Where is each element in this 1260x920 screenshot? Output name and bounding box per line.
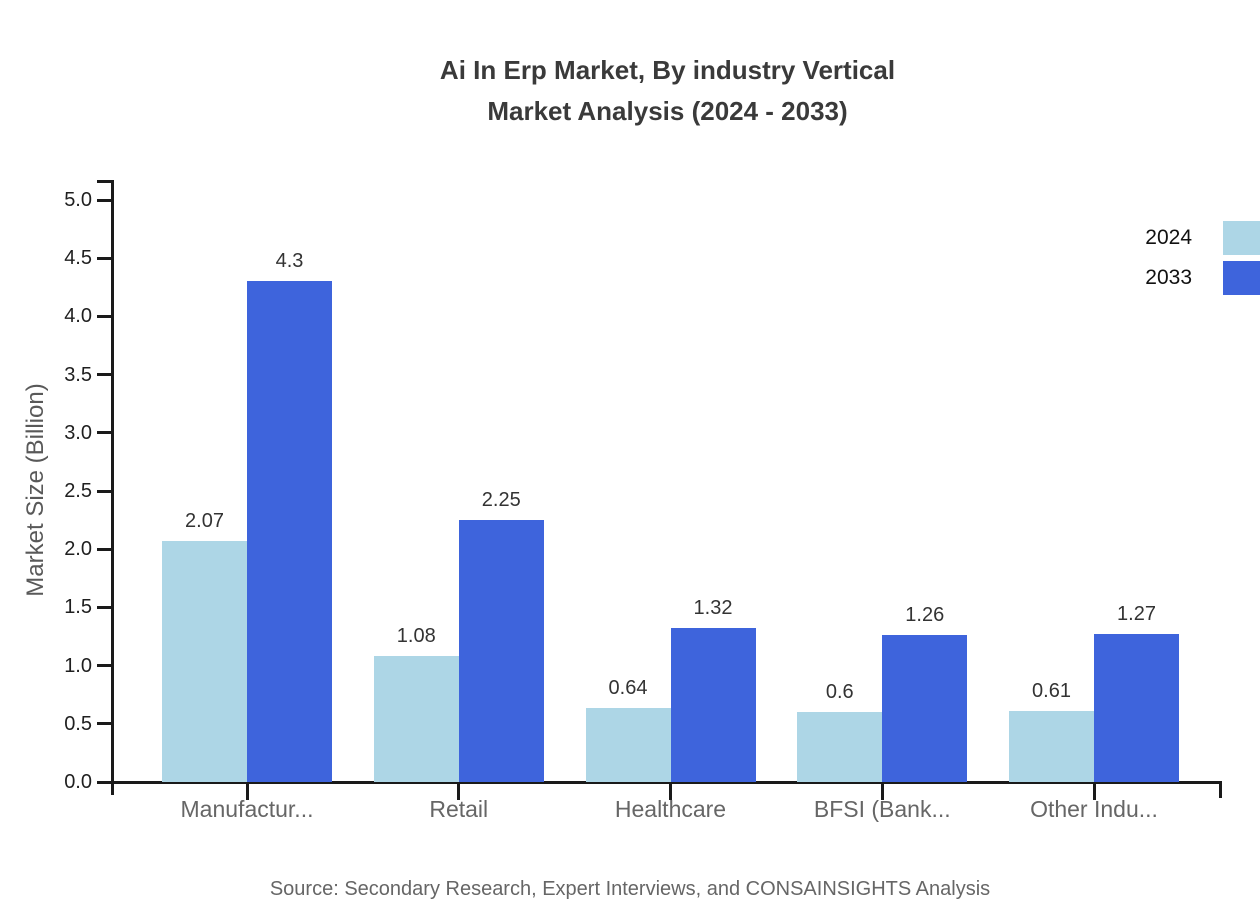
y-tick-label: 0.5 bbox=[64, 712, 92, 735]
x-tick bbox=[457, 782, 461, 800]
y-tick bbox=[97, 314, 113, 318]
value-label-2024: 0.61 bbox=[1032, 679, 1071, 702]
x-axis-end-cap bbox=[1219, 781, 1222, 798]
y-tick-label: 2.5 bbox=[64, 480, 92, 502]
value-label-2024: 0.6 bbox=[825, 681, 854, 704]
y-tick bbox=[97, 256, 113, 260]
y-tick-label: 0.0 bbox=[64, 771, 92, 793]
y-tick bbox=[97, 605, 113, 609]
y-tick-label: 1.0 bbox=[64, 654, 92, 677]
bar-2024 bbox=[797, 712, 883, 782]
y-tick-label: 4.5 bbox=[64, 247, 92, 270]
y-tick-label: 1.5 bbox=[64, 596, 92, 619]
y-tick bbox=[97, 373, 113, 377]
y-tick bbox=[97, 198, 113, 202]
value-label-2033: 4.3 bbox=[275, 250, 304, 273]
value-label-2033: 2.25 bbox=[481, 489, 521, 512]
chart-title-line1: Ai In Erp Market, By industry Vertical bbox=[439, 55, 896, 85]
value-label-2033: 1.27 bbox=[1117, 603, 1156, 626]
bar-2024 bbox=[1009, 710, 1094, 782]
x-tick bbox=[245, 782, 249, 800]
legend-swatch-2033 bbox=[1223, 261, 1260, 295]
bar-2024 bbox=[585, 707, 671, 782]
x-category-label: Healthcare bbox=[614, 796, 727, 822]
x-tick bbox=[1092, 782, 1096, 800]
legend-swatch-2024 bbox=[1223, 221, 1260, 255]
value-label-2024: 2.07 bbox=[185, 510, 224, 533]
x-axis-spine bbox=[97, 781, 1222, 784]
x-category-label: Other Indu... bbox=[1030, 796, 1158, 822]
y-axis-top-cap bbox=[97, 180, 113, 183]
bar-2033 bbox=[1094, 634, 1179, 782]
bar-2024 bbox=[162, 541, 247, 782]
y-tick bbox=[97, 489, 113, 493]
bar-2033 bbox=[670, 628, 756, 782]
bar-2033 bbox=[882, 635, 968, 782]
y-tick-label: 3.0 bbox=[64, 421, 92, 444]
value-label-2033: 1.26 bbox=[905, 604, 945, 627]
chart-title: Ai In Erp Market, By industry Vertical M… bbox=[113, 50, 1222, 132]
source-note: Source: Secondary Research, Expert Inter… bbox=[269, 878, 991, 900]
value-label-2033: 1.32 bbox=[693, 597, 733, 620]
y-tick bbox=[97, 664, 113, 668]
x-tick bbox=[880, 782, 884, 800]
bar-2033 bbox=[458, 520, 544, 782]
y-tick-label: 4.0 bbox=[64, 305, 92, 328]
y-tick-label: 3.5 bbox=[64, 363, 92, 386]
x-tick bbox=[669, 782, 672, 800]
value-label-2024: 0.64 bbox=[608, 676, 648, 699]
y-tick bbox=[97, 431, 113, 435]
y-tick bbox=[97, 547, 113, 551]
legend-label-2024: 2024 bbox=[1145, 226, 1192, 249]
y-tick bbox=[97, 722, 113, 726]
legend-label-2033: 2033 bbox=[1145, 266, 1192, 289]
chart-title-line2: Market Analysis (2024 - 2033) bbox=[487, 96, 848, 126]
y-tick-label: 2.0 bbox=[64, 538, 92, 561]
y-tick bbox=[97, 780, 113, 784]
bar-2033 bbox=[247, 281, 332, 782]
x-category-label: Manufactur... bbox=[180, 796, 314, 822]
y-tick-label: 5.0 bbox=[64, 189, 92, 211]
y-axis-spine bbox=[111, 180, 114, 795]
x-category-label: BFSI (Bank... bbox=[813, 796, 951, 822]
x-category-label: Retail bbox=[429, 796, 489, 822]
value-label-2024: 1.08 bbox=[396, 625, 436, 648]
bar-2024 bbox=[373, 656, 459, 782]
